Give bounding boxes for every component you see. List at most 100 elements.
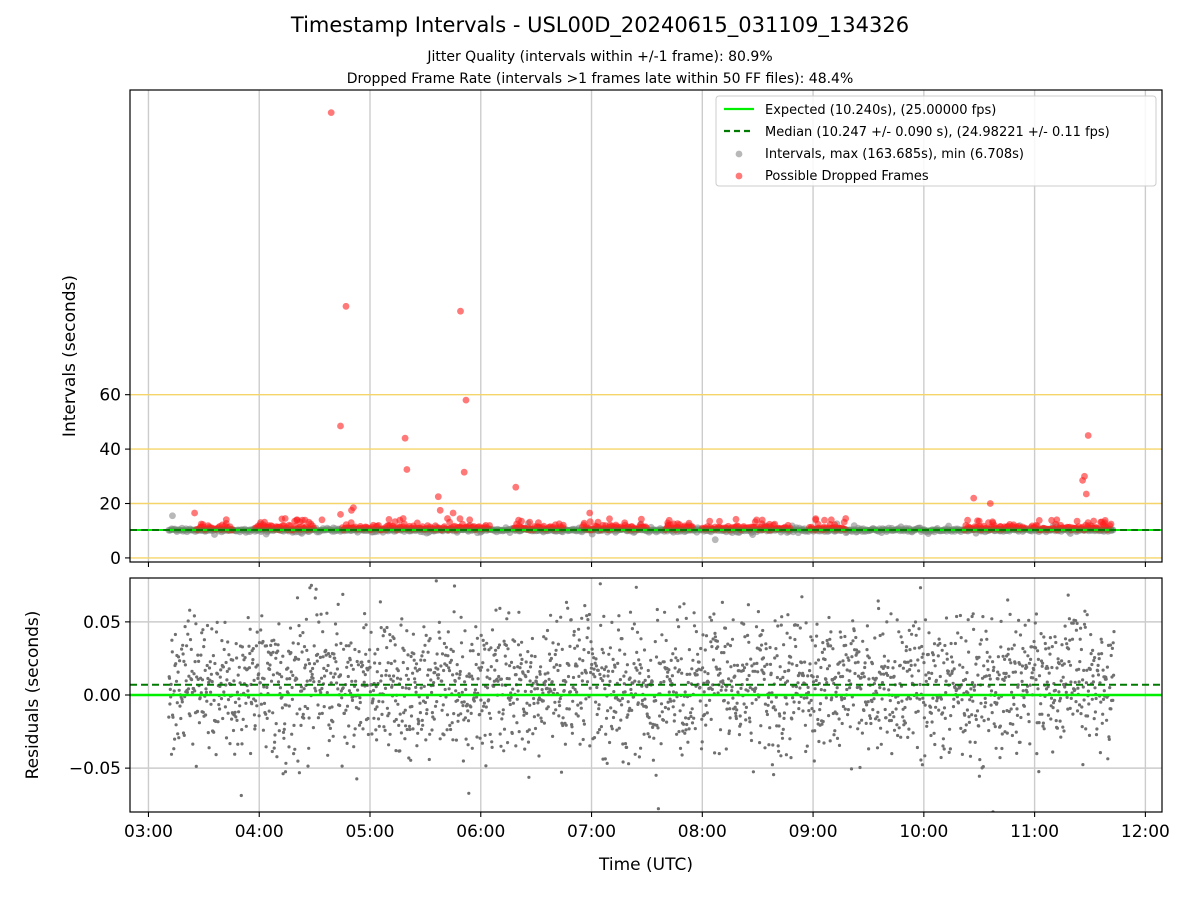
- dropped-frame-marker: [621, 519, 629, 527]
- residual-marker: [807, 709, 811, 713]
- residual-marker: [899, 635, 903, 639]
- residual-marker: [291, 641, 295, 645]
- residual-marker: [966, 618, 970, 622]
- residual-marker: [225, 678, 229, 682]
- residual-marker: [766, 703, 770, 707]
- residual-marker: [754, 698, 758, 702]
- residual-marker: [808, 669, 812, 673]
- residual-marker: [528, 679, 532, 683]
- dropped-frame-marker: [191, 509, 199, 517]
- residual-marker: [202, 645, 206, 649]
- residual-marker: [495, 659, 499, 663]
- residual-marker: [1034, 646, 1038, 650]
- residual-marker: [446, 654, 450, 658]
- dropped-frame-marker: [1090, 517, 1098, 525]
- residual-marker: [301, 712, 305, 716]
- residual-marker: [311, 676, 315, 680]
- x-tick-label: 09:00: [789, 822, 838, 842]
- residual-marker: [262, 677, 266, 681]
- residual-marker: [305, 648, 309, 653]
- residual-marker: [193, 660, 197, 664]
- residual-marker: [662, 680, 666, 684]
- residual-marker: [1042, 635, 1046, 639]
- residual-marker: [999, 645, 1003, 649]
- residual-marker: [775, 724, 779, 728]
- residual-marker: [944, 616, 949, 620]
- residual-marker: [197, 721, 201, 725]
- residual-marker: [1108, 686, 1112, 690]
- residual-marker: [572, 633, 576, 637]
- residual-marker: [262, 685, 266, 689]
- residual-marker: [414, 662, 419, 666]
- residual-marker: [813, 644, 818, 648]
- residual-marker: [214, 753, 218, 757]
- residual-marker: [494, 648, 498, 652]
- residual-marker: [611, 657, 615, 662]
- residual-marker: [963, 677, 968, 682]
- residual-marker: [248, 651, 252, 656]
- residual-marker: [452, 610, 456, 614]
- residual-marker: [591, 672, 595, 676]
- residual-marker: [1062, 662, 1066, 666]
- residual-marker: [918, 697, 922, 701]
- residual-marker: [1082, 622, 1087, 626]
- residual-marker: [997, 673, 1001, 677]
- residual-marker: [449, 647, 453, 652]
- residual-marker: [342, 647, 346, 651]
- residual-marker: [537, 754, 541, 758]
- residual-marker: [995, 701, 999, 705]
- residual-marker: [312, 644, 316, 648]
- dropped-frame-marker: [766, 520, 773, 528]
- residual-marker: [606, 709, 610, 713]
- residual-marker: [509, 660, 514, 665]
- residual-marker: [380, 712, 384, 717]
- residual-marker: [309, 669, 313, 673]
- residual-marker: [458, 672, 462, 677]
- residual-marker: [976, 673, 980, 677]
- residual-marker: [889, 675, 893, 680]
- residual-marker: [1108, 643, 1113, 647]
- residual-marker: [590, 652, 595, 656]
- residual-marker: [605, 761, 609, 766]
- residual-marker: [686, 680, 690, 685]
- residual-marker: [565, 707, 569, 711]
- residual-marker: [767, 743, 771, 747]
- residual-marker: [899, 735, 903, 739]
- residual-marker: [632, 662, 636, 666]
- residual-marker: [666, 707, 671, 711]
- residual-marker: [479, 633, 483, 638]
- residual-marker: [857, 650, 861, 654]
- residual-marker: [704, 723, 708, 727]
- residual-marker: [712, 612, 716, 616]
- residual-marker: [909, 663, 913, 668]
- residual-marker: [593, 661, 597, 665]
- residual-marker: [590, 662, 594, 667]
- residual-marker: [490, 740, 494, 744]
- residual-marker: [891, 710, 895, 715]
- residual-marker: [677, 668, 682, 672]
- residual-marker: [212, 730, 216, 734]
- residual-marker: [1034, 678, 1038, 682]
- residual-marker: [950, 669, 954, 673]
- residual-marker: [747, 716, 752, 720]
- residual-marker: [549, 613, 553, 617]
- residual-marker: [991, 668, 996, 673]
- residual-marker: [459, 641, 464, 645]
- residual-marker: [885, 620, 889, 624]
- residual-marker: [259, 702, 263, 706]
- residual-marker: [485, 641, 489, 645]
- residual-marker: [585, 614, 589, 618]
- residual-marker: [1046, 666, 1050, 670]
- residual-marker: [429, 678, 433, 682]
- residual-marker: [959, 726, 963, 731]
- residual-marker: [322, 705, 326, 709]
- residual-marker: [186, 619, 190, 623]
- residual-marker: [414, 690, 418, 694]
- residual-marker: [409, 654, 413, 659]
- residual-marker: [227, 653, 231, 657]
- residual-marker: [371, 697, 375, 701]
- residual-marker: [460, 690, 464, 694]
- residual-marker: [762, 671, 766, 676]
- residual-marker: [400, 685, 405, 690]
- residual-marker: [848, 669, 852, 673]
